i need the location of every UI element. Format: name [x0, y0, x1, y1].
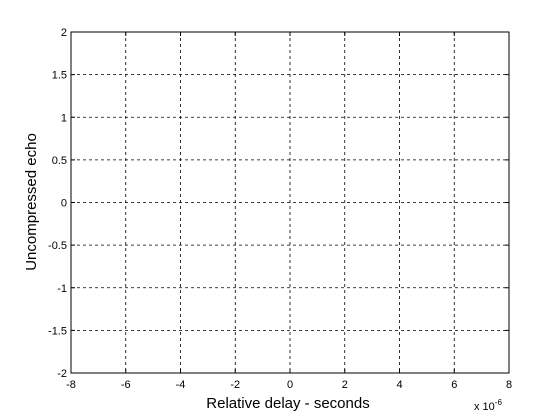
y-tick-label: 0.5: [52, 155, 67, 167]
x-tick-label: 6: [451, 379, 457, 391]
y-axis-label: Uncompressed echo: [23, 133, 40, 271]
x-tick-label: -6: [121, 379, 131, 391]
x-tick-label: 8: [506, 379, 512, 391]
y-tick-label: -2: [57, 368, 67, 380]
x-multiplier-exponent: -6: [495, 398, 503, 407]
y-tick-label: -1.5: [48, 325, 67, 337]
x-axis-label: Relative delay - seconds: [206, 395, 369, 412]
y-tick-label: -1: [57, 283, 67, 295]
x-tick-label: -8: [66, 379, 76, 391]
x-tick-label: 2: [342, 379, 348, 391]
y-tick-label: 0: [61, 198, 67, 210]
y-tick-label: 1: [61, 112, 67, 124]
y-tick-label: 1.5: [52, 70, 67, 82]
x-tick-label: -2: [230, 379, 240, 391]
y-tick-label: 2: [61, 27, 67, 39]
x-tick-label: -4: [176, 379, 186, 391]
x-tick-label: 0: [287, 379, 293, 391]
x-multiplier-label: x 10-6: [474, 398, 502, 413]
x-tick-label: 4: [396, 379, 402, 391]
axis-ticks: -8 -6 -4 -2 0 2 4 6 8 -2 -1.5 -1 -0.5 0 0.5 1 1.5 2: [48, 27, 512, 391]
y-tick-label: -0.5: [48, 240, 67, 252]
grid-lines: [71, 32, 509, 373]
x-multiplier-base: x 10: [474, 401, 495, 413]
